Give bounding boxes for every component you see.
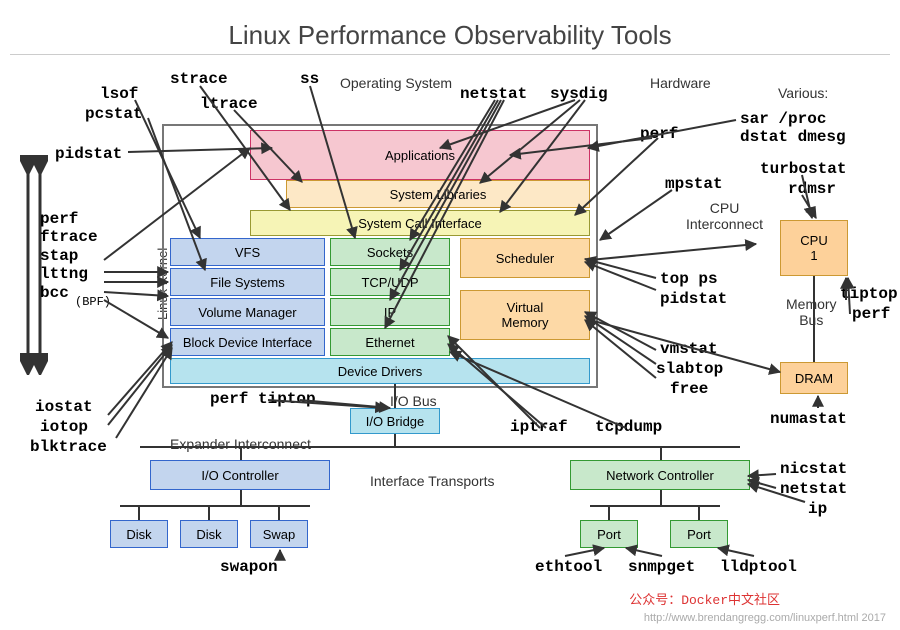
tool-ltrace: ltrace [200,95,258,113]
box-volman: Volume Manager [170,298,325,326]
footer-community: 公众号：Docker中文社区 [629,589,780,608]
tool-pidstat2: pidstat [660,290,727,308]
tool-perf: perf [640,125,678,143]
tool-ethtool: ethtool [535,558,602,576]
tool-swapon: swapon [220,558,278,576]
tool-tiptop: tiptop [840,285,898,303]
tool-iotop: iotop [40,418,88,436]
tool-pidstat: pidstat [55,145,122,163]
footer-url: http://www.brendangregg.com/linuxperf.ht… [644,612,886,624]
tool-netstat: netstat [460,85,527,103]
box-swap: Swap [250,520,308,548]
box-virtmem: Virtual Memory [460,290,590,340]
page-title: Linux Performance Observability Tools [0,20,900,51]
tool-stack: perf ftrace stap lttng bcc [40,210,98,302]
box-iocontroller: I/O Controller [150,460,330,490]
box-blockdev: Block Device Interface [170,328,325,356]
box-netcontroller: Network Controller [570,460,750,490]
box-port2: Port [670,520,728,548]
tool-bpf: (BPF) [75,296,111,310]
io-bus-label: I/O Bus [390,393,437,409]
tool-netstat2: netstat [780,480,847,498]
title-divider [10,54,890,55]
box-ethernet: Ethernet [330,328,450,356]
tool-nicstat: nicstat [780,460,847,478]
disk-v [240,490,242,505]
tool-ss: ss [300,70,319,88]
tool-iptraf: iptraf [510,418,568,436]
tool-blktrace: blktrace [30,438,107,456]
os-label: Operating System [340,75,452,91]
box-devdrivers: Device Drivers [170,358,590,384]
transports-label: Interface Transports [370,473,495,489]
p2v [698,505,700,520]
box-cpu1: CPU 1 [780,220,848,276]
diagram-canvas: Linux Performance Observability Tools Op… [0,0,900,630]
box-filesystems: File Systems [170,268,325,296]
tool-numastat: numastat [770,410,847,428]
tool-iostat: iostat [35,398,93,416]
tool-vmstat: vmstat [660,340,718,358]
box-port1: Port [580,520,638,548]
port-v [660,490,662,505]
bus-line [394,384,396,408]
box-ip: IP [330,298,450,326]
box-syslibs: System Libraries [286,180,590,208]
tool-snmpget: snmpget [628,558,695,576]
tool-perftip: perf tiptop [210,390,316,408]
box-disk2: Disk [180,520,238,548]
box-tcpudp: TCP/UDP [330,268,450,296]
swv [278,505,280,520]
box-scheduler: Scheduler [460,238,590,278]
tool-various: sar /proc dstat dmesg [740,110,846,147]
tool-lsof: lsof [100,85,138,103]
hardware-label: Hardware [650,75,711,91]
disk-bus [120,505,310,507]
box-dram: DRAM [780,362,848,394]
d1v [138,505,140,520]
cpu-dram-line [813,276,815,362]
p1v [608,505,610,520]
various-label: Various: [778,85,828,101]
tool-strace: strace [170,70,228,88]
tool-perf2: perf [852,305,890,323]
box-sockets: Sockets [330,238,450,266]
cpu-interconnect-label: CPU Interconnect [686,200,763,232]
memory-bus-label: Memory Bus [786,296,837,328]
tool-topps: top ps [660,270,718,288]
netc-conn [660,446,662,460]
tool-free: free [670,380,708,398]
tool-slabtop: slabtop [656,360,723,378]
tool-ip2: ip [808,500,827,518]
box-syscall: System Call Interface [250,210,590,236]
tool-lldptool: lldptool [720,558,797,576]
bus-v2 [394,434,396,446]
tool-mpstat: mpstat [665,175,723,193]
tool-rdmsr: rdmsr [788,180,836,198]
d2v [208,505,210,520]
tool-pcstat: pcstat [85,105,143,123]
box-disk1: Disk [110,520,168,548]
ioc-conn [240,446,242,460]
box-vfs: VFS [170,238,325,266]
expander-line [140,446,740,448]
tool-tcpdump: tcpdump [595,418,662,436]
tool-sysdig: sysdig [550,85,608,103]
tool-turbostat: turbostat [760,160,846,178]
box-iobridge: I/O Bridge [350,408,440,434]
box-applications: Applications [250,130,590,180]
